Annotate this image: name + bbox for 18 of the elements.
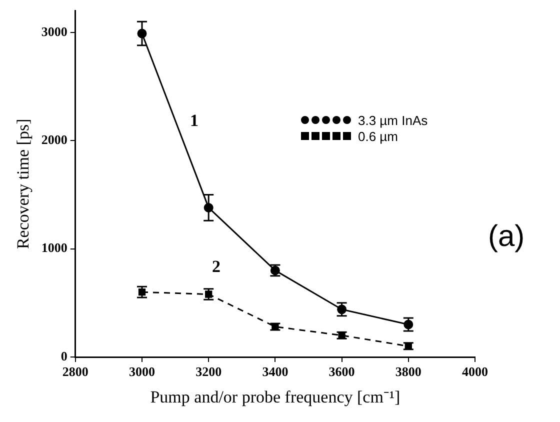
y-axis-title: Recovery time [ps]: [14, 118, 33, 250]
x-tick-label: 3200: [196, 364, 222, 380]
annotation: 2: [212, 257, 220, 276]
x-tick-label: 4000: [462, 364, 488, 380]
legend-label: 0.6 µm: [358, 128, 398, 144]
y-tick-label: 3000: [41, 24, 68, 39]
legend-label: 3.3 µm InAs: [358, 112, 428, 128]
y-tick-label: 0: [60, 348, 68, 364]
x-tick-label: 3800: [395, 364, 422, 380]
x-tick-label: 3600: [328, 364, 355, 380]
x-tick-label: 3000: [129, 364, 155, 380]
x-tick-label: 3400: [262, 364, 288, 380]
x-axis-title: Pump and/or probe frequency [cm⁻¹]: [150, 387, 400, 406]
annotation: 1: [190, 111, 198, 130]
text: (a): [488, 220, 525, 253]
y-tick-label: 2000: [41, 132, 68, 147]
x-tick-label: 2800: [62, 364, 88, 380]
y-tick-label: 1000: [41, 240, 68, 256]
